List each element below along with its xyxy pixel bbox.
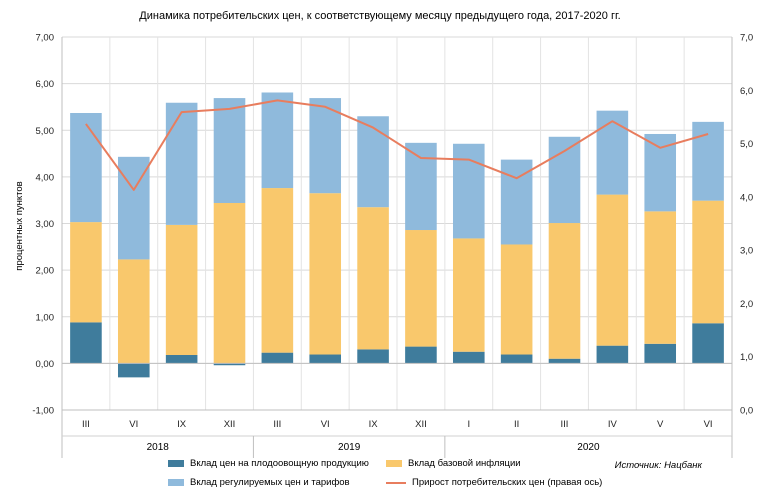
legend-fruit-label: Вклад цен на плодоовощную продукцию — [190, 458, 369, 469]
y-tick-label: 2,00 — [36, 266, 55, 277]
y2-tick-label: 3,0 — [740, 246, 753, 257]
bar-fruit — [452, 351, 485, 364]
bar-regulated — [213, 98, 246, 203]
bar-core — [165, 224, 198, 355]
x-tick-label: II — [514, 419, 519, 430]
bar-regulated — [548, 136, 581, 224]
bar-core — [405, 230, 437, 347]
bar-regulated — [452, 143, 485, 239]
x-tick-label: III — [273, 419, 281, 430]
x-tick-label: VI — [321, 419, 330, 430]
axes: -1,00 0,00 1,00 2,00 3,00 4,00 5,00 6,00 7,00 0,0… — [32, 33, 753, 458]
bar-core — [309, 193, 342, 355]
y-tick-label: 7,00 — [36, 33, 55, 44]
y2-tick-label: 2,0 — [740, 299, 753, 310]
bar-core — [213, 202, 246, 364]
x-tick-label: VI — [704, 419, 713, 430]
y2-tick-label: 6,0 — [740, 86, 753, 97]
y-tick-label: -1,00 — [32, 406, 54, 417]
year-label: 2019 — [338, 442, 361, 453]
year-label: 2018 — [147, 442, 170, 453]
y2-tick-label: 4,0 — [740, 192, 753, 203]
bar-core — [692, 200, 724, 324]
bar-regulated — [70, 112, 102, 223]
source-note: Источник: Нацбанк — [614, 460, 702, 471]
legend-fruit-swatch — [168, 460, 184, 467]
bar-regulated — [596, 110, 629, 195]
y2-tick-label: 1,0 — [740, 352, 753, 363]
y2-tick-label: 7,0 — [740, 33, 753, 44]
y2-tick-label: 5,0 — [740, 139, 753, 150]
bar-fruit — [405, 346, 437, 364]
bar-regulated — [261, 92, 294, 189]
x-tick-label: V — [657, 419, 664, 430]
bar-fruit — [596, 345, 629, 364]
bar-core — [500, 244, 533, 355]
x-tick-label: VI — [129, 419, 138, 430]
x-tick-label: XII — [415, 419, 427, 430]
x-tick-label: III — [82, 419, 90, 430]
x-tick-label: I — [467, 419, 470, 430]
x-tick-label: IX — [369, 419, 379, 430]
bars-layer — [70, 92, 724, 378]
legend-core: Вклад базовой инфляции — [386, 458, 521, 469]
y-tick-label: 1,00 — [36, 312, 55, 323]
legend-regulated: Вклад регулируемых цен и тарифов — [168, 477, 350, 488]
bar-fruit — [70, 322, 102, 364]
legend-core-label: Вклад базовой инфляции — [408, 458, 521, 469]
legend-cpi-label: Прирост потребительских цен (правая ось) — [412, 477, 603, 488]
bar-core — [261, 188, 294, 353]
gridlines — [61, 36, 733, 411]
bar-fruit — [261, 352, 294, 364]
legend-cpi-swatch — [386, 481, 406, 484]
legend-core-swatch — [386, 460, 402, 467]
y-tick-label: 4,00 — [36, 172, 55, 183]
bar-core — [644, 211, 677, 344]
bar-regulated — [692, 121, 724, 201]
x-tick-label: IX — [177, 419, 187, 430]
bar-regulated — [165, 102, 198, 225]
y2-tick-label: 0,0 — [740, 406, 753, 417]
cpi-line — [85, 99, 709, 191]
bar-fruit — [117, 363, 150, 378]
y-tick-label: 6,00 — [36, 79, 55, 90]
x-tick-label: III — [561, 419, 569, 430]
bar-core — [70, 222, 102, 323]
bar-core — [548, 223, 581, 359]
year-label: 2020 — [577, 442, 600, 453]
bar-fruit — [357, 349, 389, 364]
x-tick-label: IV — [608, 419, 618, 430]
bar-core — [452, 238, 485, 352]
bar-fruit — [644, 343, 677, 364]
cpi-line-layer — [85, 99, 709, 191]
x-tick-label: XII — [224, 419, 236, 430]
bar-fruit — [309, 354, 342, 364]
bar-regulated — [309, 98, 342, 194]
bar-fruit — [213, 363, 246, 366]
bar-core — [357, 207, 389, 350]
bar-core — [117, 259, 150, 364]
y-tick-label: 5,00 — [36, 126, 55, 137]
bar-fruit — [548, 358, 581, 364]
bar-fruit — [692, 323, 724, 364]
bar-core — [596, 194, 629, 346]
y-tick-label: 3,00 — [36, 219, 55, 230]
legend-regulated-label: Вклад регулируемых цен и тарифов — [190, 477, 350, 488]
legend-regulated-swatch — [168, 479, 184, 486]
bar-fruit — [165, 354, 198, 364]
chart-title: Динамика потребительских цен, к соответс… — [139, 10, 621, 22]
bar-regulated — [357, 116, 389, 208]
y-tick-label: 0,00 — [36, 359, 55, 370]
legend-fruit: Вклад цен на плодоовощную продукцию — [168, 458, 369, 469]
y-axis-label: процентных пунктов — [14, 181, 25, 270]
bar-fruit — [500, 354, 533, 364]
legend-cpi: Прирост потребительских цен (правая ось) — [386, 477, 602, 488]
bar-regulated — [405, 142, 437, 231]
